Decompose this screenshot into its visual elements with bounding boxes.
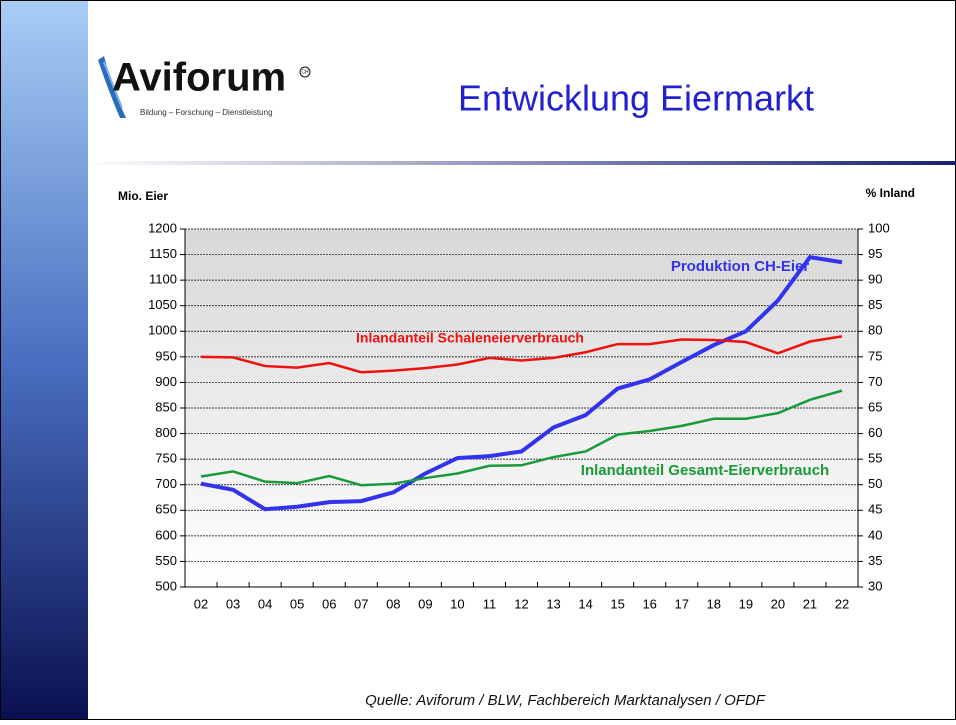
series-label: Inlandanteil Gesamt-Eierverbrauch <box>581 462 829 479</box>
y2-tick-label: 30 <box>868 578 882 593</box>
x-tick-label: 05 <box>290 596 304 611</box>
y-tick-label: 600 <box>155 527 177 542</box>
series-label: Produktion CH-Eier <box>671 258 810 275</box>
x-tick-label: 02 <box>194 596 208 611</box>
series-line <box>200 389 843 487</box>
x-tick-label: 15 <box>610 596 624 611</box>
x-tick-label: 07 <box>354 596 368 611</box>
x-tick-label: 22 <box>835 596 849 611</box>
y-tick-label: 1100 <box>149 272 177 287</box>
side-bar <box>1 1 88 719</box>
y2-tick-label: 85 <box>868 297 882 312</box>
logo-name: Aviforum <box>112 56 286 100</box>
y2-tick-label: 35 <box>868 553 882 568</box>
x-tick-label: 06 <box>322 596 336 611</box>
x-tick-label: 17 <box>675 596 689 611</box>
x-tick-label: 03 <box>226 596 240 611</box>
y2-tick-label: 95 <box>868 246 882 261</box>
header-rule <box>88 161 956 165</box>
x-tick-label: 13 <box>546 596 560 611</box>
x-tick-label: 20 <box>771 596 785 611</box>
x-tick-label: 08 <box>386 596 400 611</box>
logo: Aviforum CH Bildung – Forschung – Dienst… <box>98 56 311 118</box>
y2-tick-label: 50 <box>868 476 882 491</box>
y-tick-label: 550 <box>155 553 177 568</box>
x-tick-label: 19 <box>739 596 753 611</box>
logo-mark: CH <box>301 69 309 75</box>
y2-tick-label: 60 <box>868 425 882 440</box>
series-line <box>201 335 843 374</box>
source: Quelle: Aviforum / BLW, Fachbereich Mark… <box>365 692 766 709</box>
y2-tick-label: 75 <box>868 348 882 363</box>
y2-tick-label: 45 <box>868 502 882 517</box>
y-tick-label: 900 <box>155 374 177 389</box>
y-tick-label: 1050 <box>148 297 177 312</box>
y-tick-label: 1000 <box>148 323 177 338</box>
y-tick-label: 1150 <box>149 246 177 261</box>
x-tick-label: 14 <box>578 596 592 611</box>
x-tick-label: 09 <box>418 596 432 611</box>
logo-feather-line <box>103 61 123 109</box>
x-tick-label: 12 <box>514 596 528 611</box>
x-tick-label: 16 <box>642 596 656 611</box>
y-tick-label: 1200 <box>148 220 177 235</box>
x-tick-label: 18 <box>707 596 721 611</box>
y2-tick-label: 55 <box>868 451 882 466</box>
y2-tick-label: 70 <box>868 374 882 389</box>
y-tick-label: 650 <box>155 502 177 517</box>
y-tick-label: 500 <box>155 578 177 593</box>
y2-tick-label: 40 <box>868 527 882 542</box>
y2-tick-label: 80 <box>868 323 882 338</box>
y-tick-label: 850 <box>155 399 177 414</box>
x-tick-label: 10 <box>450 596 464 611</box>
y2-axis-label: % Inland <box>866 186 915 200</box>
y2-tick-label: 90 <box>868 272 882 287</box>
logo-tagline: Bildung – Forschung – Dienstleistung <box>140 108 273 117</box>
x-tick-label: 11 <box>483 596 497 611</box>
y-tick-label: 750 <box>155 451 177 466</box>
logo-mark-circle <box>299 66 311 78</box>
series-line <box>200 254 843 512</box>
x-tick-label: 21 <box>803 596 817 611</box>
x-tick-label: 04 <box>258 596 272 611</box>
y-tick-label: 700 <box>155 476 177 491</box>
y-axis-label: Mio. Eier <box>118 189 168 203</box>
slide-title: Entwicklung Eiermarkt <box>458 78 814 119</box>
y2-tick-label: 100 <box>868 220 890 235</box>
y2-tick-label: 65 <box>868 399 882 414</box>
series-label: Inlandanteil Schaleneierverbrauch <box>356 330 584 346</box>
y-tick-label: 950 <box>155 348 177 363</box>
y-tick-label: 800 <box>155 425 177 440</box>
